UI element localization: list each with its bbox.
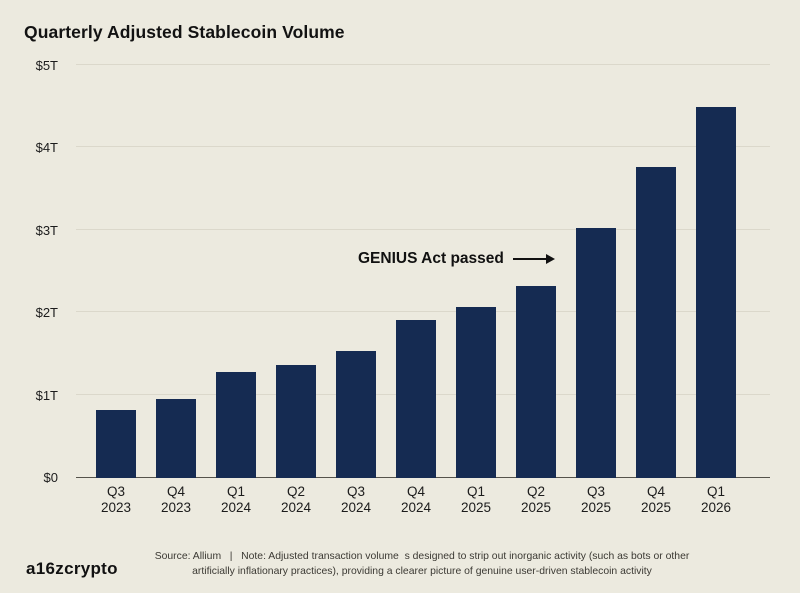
source-note-line2: artificially inflationary practices), pr… (192, 566, 652, 578)
x-tick-label: Q1 2025 (460, 484, 492, 515)
bar-slot (626, 66, 686, 478)
x-tick-label: Q3 2024 (340, 484, 372, 515)
x-axis-tick-labels: Q3 2023 Q4 2023 Q1 2024 Q2 2024 Q3 2024 Q4 2024 Q1 20… (86, 484, 746, 516)
x-tick-label: Q4 2025 (640, 484, 672, 515)
annotation-text: GENIUS Act passed (358, 250, 504, 267)
x-tick-label: Q3 2023 (100, 484, 132, 515)
bar-Q1-2024 (216, 371, 256, 478)
bar-slot (566, 66, 626, 478)
gridline-$3T (76, 228, 770, 230)
bar-Q1-2026 (696, 107, 736, 478)
bar-slot (146, 66, 206, 478)
bar-slot (386, 66, 446, 478)
x-tick-label: Q2 2025 (520, 484, 552, 515)
y-tick-label: $4T (35, 140, 58, 156)
x-tick-label: Q4 2024 (400, 484, 432, 515)
source-note-line1: Source: Allium | Note: Adjusted transact… (154, 551, 690, 562)
gridline-$4T (76, 146, 770, 148)
y-tick-label: $1T (35, 387, 58, 403)
x-tick-label: Q2 2024 (280, 484, 312, 515)
chart-title: Quarterly Adjusted Stablecoin Volume (24, 22, 345, 42)
gridline-$2T (76, 311, 770, 313)
bar-slot (266, 66, 326, 478)
bar-slot (686, 66, 746, 478)
arrow-right-icon (512, 254, 555, 264)
bar-Q3-2025 (576, 227, 616, 478)
annotation-genius-act: GENIUS Act passed (358, 250, 555, 268)
x-tick-label: Q1 2026 (700, 484, 732, 515)
x-tick-label: Q4 2023 (160, 484, 192, 515)
y-tick-label: $5T (35, 58, 58, 73)
y-axis-tick-labels: $0 $1T $2T $3T $4T $5T (0, 58, 58, 485)
y-tick-label: $2T (35, 305, 58, 321)
bar-Q4-2025 (636, 166, 676, 478)
bar-Q1-2025 (456, 306, 496, 478)
bar-Q2-2024 (276, 365, 316, 478)
bar-slot (446, 66, 506, 478)
bar-Q3-2024 (336, 351, 376, 478)
source-note: Source: Allium | Note: Adjusted transact… (112, 549, 732, 579)
bar-slot (326, 66, 386, 478)
a16zcrypto-logo: a16zcrypto (26, 559, 118, 578)
bar-Q2-2025 (516, 286, 556, 478)
bar-Q3-2023 (96, 410, 136, 478)
bar-slot (506, 66, 566, 478)
y-tick-label: $3T (35, 222, 58, 238)
bar-Q4-2024 (396, 319, 436, 478)
bar-series (86, 66, 746, 478)
gridline-$5T (76, 64, 770, 65)
x-tick-label: Q1 2024 (220, 484, 252, 515)
bar-slot (206, 66, 266, 478)
bar-slot (86, 66, 146, 478)
bar-Q4-2023 (156, 398, 196, 478)
y-tick-label: $0 (43, 470, 58, 485)
x-tick-label: Q3 2025 (580, 484, 612, 515)
